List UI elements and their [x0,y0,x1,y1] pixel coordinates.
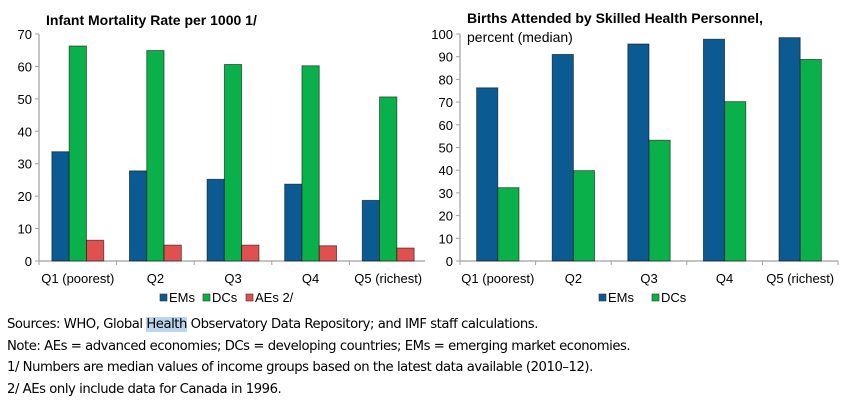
y-tick-label: 40 [18,124,32,139]
y-tick-label: 70 [18,27,32,42]
births-attended-chart: Births Attended by Skilled Health Person… [431,10,839,305]
legend-label: AEs 2/ [255,290,294,305]
x-category-label: Q5 (richest) [354,271,422,286]
bar-dcs-1 [497,187,520,262]
sources-line: Sources: WHO, Global Health Observatory … [7,317,538,332]
y-tick-label: 10 [439,231,453,246]
legend-swatch [651,293,660,302]
y-tick-label: 50 [18,92,32,107]
bar-ems-5 [778,37,801,262]
x-category-label: Q3 [640,271,657,286]
bar-dcs-3 [223,64,243,262]
bar-aes-1 [85,239,105,262]
chart-title: Infant Mortality Rate per 1000 1/ [46,12,257,28]
bar-dcs-5 [799,58,822,262]
x-category-label: Q5 (richest) [766,271,834,286]
y-tick-label: 50 [439,141,453,156]
bar-dcs-4 [301,65,320,262]
infant-mortality-chart: Infant Mortality Rate per 1000 1/0 10 20 30… [18,12,425,305]
footnote-1: 1/ Numbers are median values of income g… [7,360,593,376]
legend-swatch [598,293,607,302]
bar-aes-4 [318,245,337,262]
y-tick-label: 80 [439,72,453,87]
bar-dcs-1 [68,45,87,262]
y-tick-label: 10 [18,222,32,237]
selected-text-highlight[interactable]: Health [146,317,187,332]
x-category-label: Q2 [565,271,582,286]
y-tick-label: 0 [446,254,453,269]
bar-ems-3 [627,43,650,262]
legend-label: DCs [212,290,238,305]
legend-swatch [159,293,168,302]
bar-ems-4 [702,38,726,262]
bar-dcs-3 [648,139,671,262]
legend-label: EMs [608,290,635,305]
note-line: Note: AEs = advanced economies; DCs = de… [7,338,631,354]
legend-label: EMs [169,290,196,305]
y-tick-label: 0 [25,254,32,269]
chart-title: Births Attended by Skilled Health Person… [467,10,763,26]
x-category-label: Q1 (poorest) [41,271,114,286]
y-tick-label: 20 [18,189,32,204]
bar-dcs-5 [379,96,398,262]
legend: EMs DCs AEs 2/ [159,290,294,305]
x-category-label: Q1 (poorest) [461,271,534,286]
chart-subtitle: percent (median) [467,29,573,45]
footnote-2: 2/ AEs only include data for Canada in 1… [7,382,282,398]
y-tick-label: 90 [439,50,453,65]
y-tick-label: 40 [439,163,453,178]
y-tick-label: 30 [18,157,32,172]
x-category-label: Q3 [224,271,241,286]
y-tick-label: 70 [439,95,453,110]
y-tick-label: 100 [431,27,453,42]
legend-label: DCs [661,290,687,305]
y-tick-label: 60 [439,118,453,133]
bar-dcs-4 [724,101,747,262]
chart-notes: Sources: WHO, Global Health Observatory … [7,314,631,401]
bar-aes-2 [163,244,182,262]
bar-ems-1 [476,87,499,262]
bar-aes-3 [241,244,260,262]
bar-dcs-2 [572,170,596,262]
bar-ems-2 [551,53,574,262]
legend-swatch [202,293,211,302]
legend: EMs DCs [598,290,687,305]
y-tick-label: 30 [439,186,453,201]
y-tick-label: 60 [18,59,32,74]
legend-swatch [245,293,254,302]
x-category-label: Q4 [716,271,733,286]
x-category-label: Q4 [302,271,319,286]
bar-dcs-2 [146,50,165,262]
bar-aes-5 [396,247,415,262]
x-category-label: Q2 [147,271,164,286]
y-tick-label: 20 [439,209,453,224]
